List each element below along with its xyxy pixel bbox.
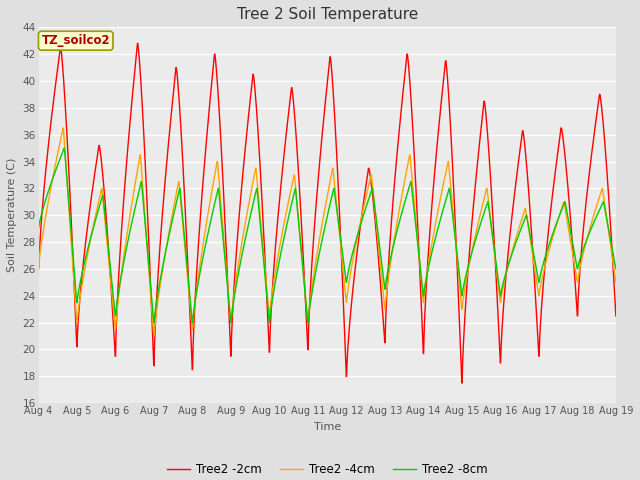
Tree2 -4cm	[577, 259, 585, 264]
Tree2 -8cm	[150, 320, 157, 325]
Title: Tree 2 Soil Temperature: Tree 2 Soil Temperature	[237, 7, 418, 22]
Line: Tree2 -4cm: Tree2 -4cm	[38, 128, 616, 336]
Y-axis label: Soil Temperature (C): Soil Temperature (C)	[7, 158, 17, 273]
Tree2 -8cm	[196, 270, 204, 276]
Tree2 -2cm	[561, 156, 569, 162]
Tree2 -4cm	[35, 239, 42, 245]
Line: Tree2 -8cm: Tree2 -8cm	[38, 148, 616, 323]
Legend: Tree2 -2cm, Tree2 -4cm, Tree2 -8cm: Tree2 -2cm, Tree2 -4cm, Tree2 -8cm	[162, 458, 492, 480]
Tree2 -2cm	[344, 340, 352, 346]
Tree2 -8cm	[60, 145, 68, 151]
Tree2 -4cm	[561, 207, 569, 213]
Tree2 -2cm	[134, 40, 141, 46]
Line: Tree2 -2cm: Tree2 -2cm	[38, 43, 616, 383]
Tree2 -8cm	[561, 200, 569, 206]
Tree2 -4cm	[612, 279, 620, 285]
Tree2 -8cm	[35, 226, 42, 231]
Tree2 -2cm	[458, 380, 466, 386]
X-axis label: Time: Time	[314, 421, 341, 432]
Tree2 -2cm	[196, 222, 204, 228]
Tree2 -2cm	[612, 313, 620, 319]
Tree2 -8cm	[357, 220, 365, 226]
Tree2 -8cm	[577, 252, 585, 257]
Tree2 -4cm	[496, 293, 504, 299]
Tree2 -2cm	[577, 249, 585, 254]
Tree2 -4cm	[357, 216, 365, 222]
Tree2 -2cm	[496, 343, 504, 349]
Tree2 -4cm	[150, 333, 157, 339]
Tree2 -8cm	[344, 268, 352, 274]
Tree2 -4cm	[344, 283, 352, 289]
Tree2 -2cm	[35, 266, 42, 272]
Tree2 -4cm	[196, 262, 204, 267]
Tree2 -8cm	[496, 287, 504, 292]
Tree2 -8cm	[612, 266, 620, 272]
Tree2 -4cm	[60, 125, 67, 131]
Text: TZ_soilco2: TZ_soilco2	[42, 34, 110, 47]
Tree2 -2cm	[357, 220, 365, 226]
